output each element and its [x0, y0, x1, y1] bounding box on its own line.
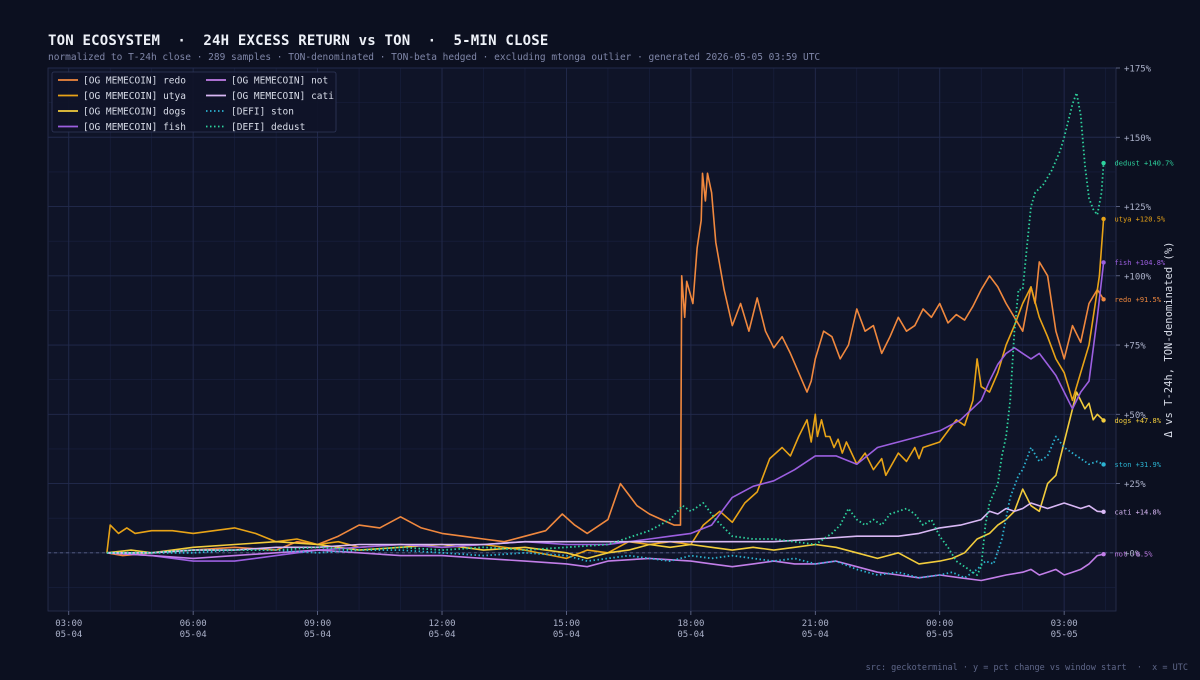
plot-area [47, 67, 1117, 612]
x-tick-date: 05-04 [304, 630, 331, 640]
x-tick-date: 05-04 [802, 630, 829, 640]
source-footer: src: geckoterminal · y = pct change vs w… [865, 663, 1188, 673]
x-tick-date: 05-05 [926, 630, 953, 640]
series-end-dot [1101, 216, 1106, 222]
y-tick-label: +175% [1124, 65, 1152, 75]
series-line-5 [106, 502, 1104, 554]
x-tick-label: 03:00 [1051, 619, 1078, 629]
series-end-label: not -0.5% [1115, 551, 1154, 559]
y-tick-label: +150% [1124, 134, 1152, 144]
y-tick-label: +125% [1124, 203, 1152, 213]
x-tick-label: 03:00 [55, 619, 82, 629]
x-tick-date: 05-05 [1051, 630, 1078, 640]
series-line-3 [106, 262, 1105, 562]
x-tick-label: 21:00 [802, 619, 829, 629]
series-end-label: dedust +140.7% [1115, 160, 1175, 168]
series-end-label: cati +14.8% [1115, 508, 1162, 516]
y-tick-label: +0% [1124, 549, 1141, 559]
series-line-1 [106, 218, 1105, 560]
series-end-label: dogs +47.8% [1115, 417, 1162, 425]
end-labels: redo +91.5% utya +120.5% dogs +47.8% fish +… [1101, 160, 1174, 559]
series-end-label: ston +31.9% [1115, 461, 1162, 469]
x-tick-label: 06:00 [180, 619, 207, 629]
x-tick-date: 05-04 [180, 630, 207, 640]
legend-item-label[interactable]: [OG MEMECOIN] cati [231, 91, 334, 102]
series-end-dot [1101, 552, 1106, 557]
y-tick-label: +50% [1124, 411, 1146, 421]
legend-item-label[interactable]: [DEFI] ston [231, 107, 294, 118]
x-tick-label: 15:00 [553, 619, 580, 629]
series-end-label: redo +91.5% [1115, 296, 1162, 304]
y-tick-label: +75% [1124, 342, 1146, 352]
legend-item-label[interactable]: [OG MEMECOIN] utya [83, 91, 186, 102]
x-tick-label: 12:00 [428, 619, 455, 629]
x-tick-label: 18:00 [677, 619, 704, 629]
series-end-dot [1101, 509, 1106, 515]
legend-item-label[interactable]: [OG MEMECOIN] fish [83, 122, 186, 133]
y-tick-label: +25% [1124, 480, 1146, 490]
legend-box [51, 71, 337, 133]
chart-subtitle: normalized to T-24h close · 289 samples … [48, 52, 821, 63]
legend[interactable]: [OG MEMECOIN] redo [OG MEMECOIN] utya [OG … [51, 71, 337, 133]
series-line-0 [106, 172, 1105, 557]
series-end-label: fish +104.8% [1115, 259, 1166, 267]
series-end-dot [1101, 160, 1106, 166]
x-tick-label: 00:00 [926, 619, 953, 629]
series-end-dot [1101, 418, 1106, 423]
series-end-dot [1101, 260, 1106, 265]
x-tick-date: 05-04 [677, 630, 704, 640]
legend-item-label[interactable]: [OG MEMECOIN] redo [83, 76, 186, 87]
axes: 03:0005-0406:0005-0409:0005-0412:0005-04… [55, 65, 1151, 641]
series-end-dot [1101, 297, 1106, 302]
y-axis-title: Δ vs T-24h, TON-denominated (%) [1163, 242, 1175, 438]
x-tick-date: 05-04 [428, 630, 455, 640]
chart-title: TON ECOSYSTEM · 24H EXCESS RETURN vs TON… [48, 33, 549, 49]
series-layer [106, 92, 1105, 582]
x-tick-date: 05-04 [553, 630, 580, 640]
x-tick-label: 09:00 [304, 619, 331, 629]
x-tick-date: 05-04 [55, 630, 82, 640]
legend-item-label[interactable]: [DEFI] dedust [231, 122, 305, 133]
series-end-label: utya +120.5% [1115, 215, 1166, 223]
series-end-dot [1101, 462, 1106, 467]
y-tick-label: +100% [1124, 272, 1152, 282]
legend-item-label[interactable]: [OG MEMECOIN] dogs [83, 107, 186, 118]
legend-item-label[interactable]: [OG MEMECOIN] not [231, 76, 328, 87]
